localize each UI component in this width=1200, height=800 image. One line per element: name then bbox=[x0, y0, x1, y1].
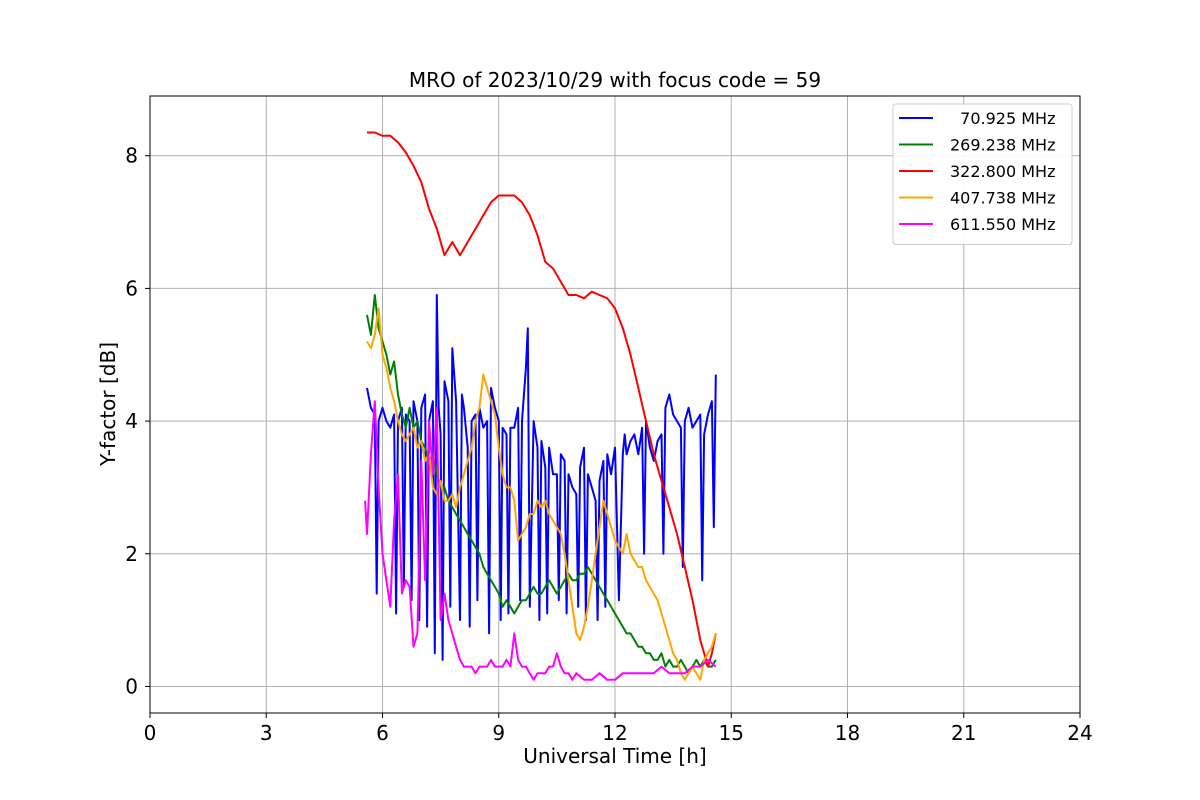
x-tick-label: 18 bbox=[835, 721, 860, 745]
legend-label-1: 269.238 MHz bbox=[950, 136, 1055, 155]
y-axis: 0 2 4 6 8 bbox=[125, 144, 150, 698]
x-tick-label: 0 bbox=[144, 721, 157, 745]
y-tick-label: 6 bbox=[125, 276, 138, 300]
legend-label-4: 611.550 MHz bbox=[950, 215, 1055, 234]
chart-title: MRO of 2023/10/29 with focus code = 59 bbox=[409, 68, 821, 92]
x-tick-label: 24 bbox=[1067, 721, 1092, 745]
legend-label-0: 70.925 MHz bbox=[950, 109, 1055, 128]
x-tick-label: 3 bbox=[260, 721, 273, 745]
x-tick-label: 15 bbox=[719, 721, 744, 745]
series-line-0 bbox=[366, 294, 717, 661]
x-tick-label: 9 bbox=[492, 721, 505, 745]
x-axis: 0 3 6 9 12 15 18 21 24 bbox=[144, 713, 1093, 745]
legend-label-2: 322.800 MHz bbox=[950, 162, 1055, 181]
series-line-2 bbox=[367, 131, 717, 668]
y-axis-label: Y-factor [dB] bbox=[96, 342, 120, 467]
x-tick-label: 6 bbox=[376, 721, 389, 745]
legend-label-3: 407.738 MHz bbox=[950, 189, 1055, 208]
legend-box bbox=[892, 103, 1073, 245]
legend: 70.925 MHz 269.238 MHz 322.800 MHz 407.738 … bbox=[892, 103, 1073, 245]
y-tick-label: 0 bbox=[125, 674, 138, 698]
x-tick-label: 12 bbox=[602, 721, 627, 745]
x-tick-label: 21 bbox=[951, 721, 976, 745]
y-tick-label: 2 bbox=[125, 542, 138, 566]
series-line-4 bbox=[364, 400, 717, 681]
series-line-1 bbox=[366, 294, 717, 675]
series-line-3 bbox=[366, 307, 717, 681]
y-tick-label: 8 bbox=[125, 144, 138, 168]
y-tick-label: 4 bbox=[125, 409, 138, 433]
series-layer bbox=[364, 131, 717, 681]
x-axis-label: Universal Time [h] bbox=[523, 744, 706, 768]
